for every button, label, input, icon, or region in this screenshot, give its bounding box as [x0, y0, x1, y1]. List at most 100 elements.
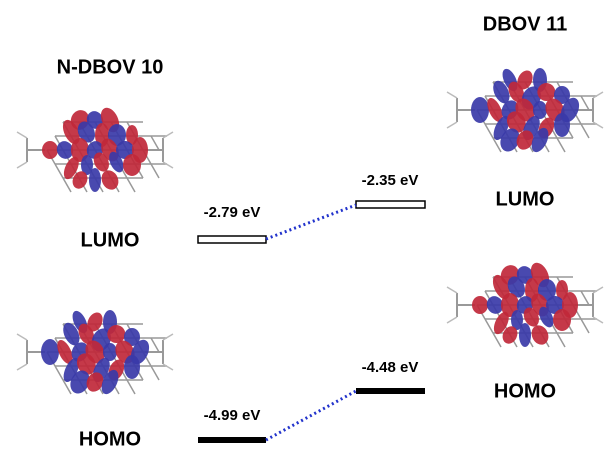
bond — [446, 286, 458, 294]
bond — [556, 137, 566, 153]
orbital-lobe — [493, 80, 510, 104]
orbital-lobe — [123, 154, 141, 176]
orbital-lobe — [506, 111, 526, 133]
orbital-lobe — [472, 296, 488, 314]
bond — [54, 163, 64, 179]
orbital-lobe — [511, 310, 523, 330]
orbital-lobe — [57, 339, 73, 365]
bond — [162, 131, 174, 139]
energy-label: -2.79 eV — [204, 204, 261, 221]
lumo-level — [355, 200, 426, 209]
homo-level — [356, 388, 425, 394]
bond — [580, 123, 590, 139]
orbital-lobe — [523, 307, 539, 327]
orbital-lobe — [508, 81, 525, 103]
bond — [580, 318, 590, 334]
bond — [162, 161, 174, 169]
bond — [446, 121, 458, 129]
orbital-lobe — [539, 306, 554, 328]
orbital-images — [16, 68, 604, 395]
orbital-lobe — [554, 86, 570, 104]
orbital-lobe — [93, 152, 109, 172]
orbital-lobe — [109, 151, 124, 173]
orbital-lobe — [531, 127, 549, 153]
orbital-lobe — [86, 372, 104, 392]
orbital-lobe — [89, 168, 101, 192]
molecule-title: DBOV 11 — [483, 13, 567, 35]
bond — [150, 135, 160, 151]
bond — [592, 91, 604, 99]
bond — [162, 363, 174, 371]
orbital-lobe — [108, 124, 126, 146]
bond — [492, 137, 502, 153]
bond — [492, 332, 502, 348]
orbital-lobe — [493, 115, 510, 141]
homo-level — [198, 437, 266, 443]
bond — [580, 95, 590, 111]
orbital-lobe — [531, 325, 549, 345]
orbital-lobe — [471, 97, 489, 123]
orbital-label: LUMO — [496, 188, 555, 210]
orbital-lobe — [62, 119, 80, 145]
orbital-lobe — [77, 121, 95, 143]
bond — [592, 121, 604, 129]
orbital-label: HOMO — [494, 380, 556, 402]
orbital-lobe — [507, 276, 525, 298]
orbital-lobe — [56, 141, 74, 159]
bond — [484, 318, 494, 334]
energy-label: -4.48 eV — [362, 359, 419, 376]
energy-label: -4.99 eV — [204, 407, 261, 424]
connector — [265, 389, 357, 442]
orbital-lobe — [486, 296, 504, 314]
bond — [62, 177, 72, 193]
orbital-lobe — [72, 171, 88, 189]
bond — [150, 365, 160, 381]
bond — [54, 365, 64, 381]
bond — [16, 161, 28, 169]
orbital-lobe — [124, 328, 140, 346]
orbital-lobe — [78, 323, 95, 345]
orbital-lobe — [554, 113, 570, 137]
orbital-lobe — [87, 312, 103, 332]
orbital-lobe — [63, 357, 80, 383]
bond — [592, 316, 604, 324]
orbital-lobe — [42, 141, 58, 159]
orbital-lobe — [70, 370, 90, 394]
bond — [126, 177, 136, 193]
orbital-lobe — [537, 83, 556, 102]
orbital-lobe — [81, 155, 93, 175]
lumo-level — [197, 235, 267, 244]
bond — [592, 286, 604, 294]
bond — [16, 333, 28, 341]
bond — [446, 316, 458, 324]
bond — [16, 363, 28, 371]
bond — [580, 290, 590, 306]
orbital-lobe — [103, 343, 117, 361]
connector — [265, 203, 357, 241]
orbital-lobe — [76, 353, 96, 375]
orbital-label: LUMO — [81, 229, 140, 251]
bond — [556, 332, 566, 348]
orbital-lobe — [487, 97, 503, 123]
bond — [150, 337, 160, 353]
orbital-lobe — [101, 170, 119, 190]
orbital-lobe — [538, 279, 556, 301]
orbital-lobe — [500, 128, 520, 152]
orbital-lobe — [516, 130, 534, 150]
bond — [484, 123, 494, 139]
orbital-lobe — [124, 355, 140, 379]
orbital-lobe — [502, 326, 518, 344]
bond — [446, 91, 458, 99]
bond — [16, 131, 28, 139]
bond — [62, 379, 72, 395]
orbital-lobe — [493, 311, 509, 335]
orbital-lobe — [101, 369, 119, 395]
orbital-lobe — [63, 322, 80, 346]
molecule-title: N-DBOV 10 — [57, 56, 164, 78]
orbital-label: HOMO — [79, 428, 141, 450]
bond — [162, 333, 174, 341]
energy-label: -2.35 eV — [362, 172, 419, 189]
orbital-lobe — [517, 70, 533, 90]
orbital-lobe — [107, 325, 126, 344]
